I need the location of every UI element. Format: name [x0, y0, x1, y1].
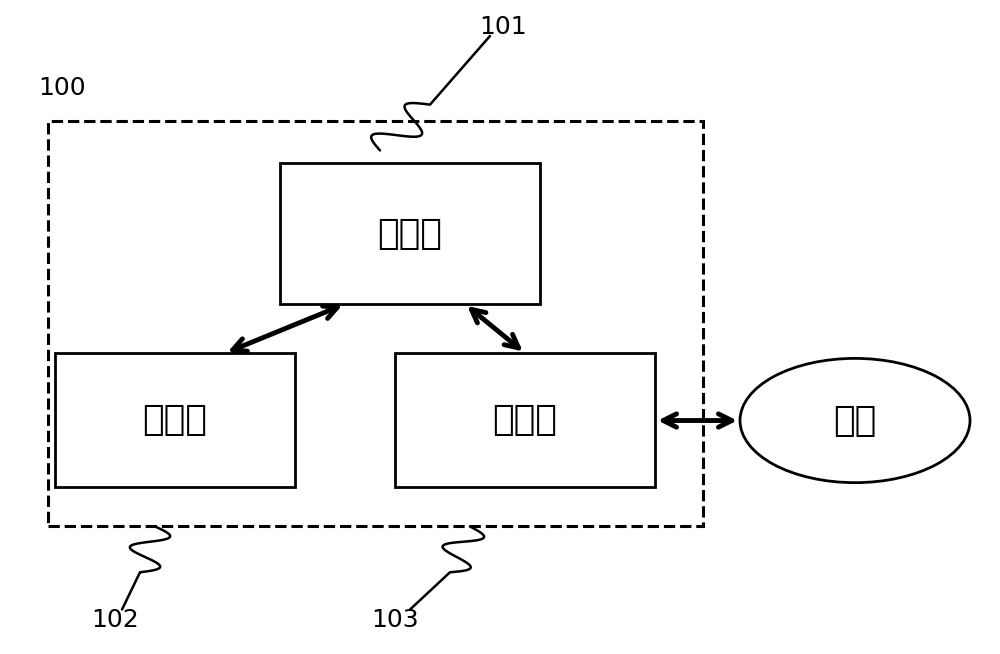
Text: 网络: 网络	[833, 404, 877, 438]
Text: 102: 102	[91, 608, 139, 632]
Bar	[48, 121, 703, 526]
Text: 处理部: 处理部	[378, 217, 442, 250]
Bar	[55, 353, 295, 487]
Text: 103: 103	[371, 608, 419, 632]
Text: 存储部: 存储部	[143, 404, 207, 437]
Bar	[280, 164, 540, 304]
Text: 101: 101	[479, 16, 527, 39]
Text: 100: 100	[38, 77, 86, 100]
Text: 通信部: 通信部	[493, 404, 557, 437]
Bar	[395, 353, 655, 487]
Ellipse shape	[740, 358, 970, 483]
